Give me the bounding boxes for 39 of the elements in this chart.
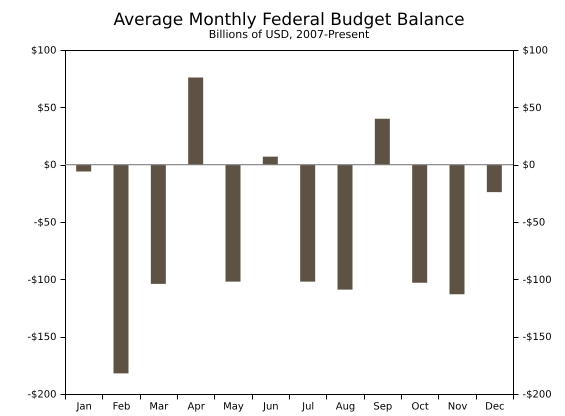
- x-tick-label: Nov: [448, 402, 468, 412]
- x-tick-label: Mar: [149, 402, 170, 412]
- y2-tick-label: -$150: [522, 332, 552, 344]
- bar: [412, 164, 428, 283]
- bar: [338, 164, 352, 290]
- x-tick-label: Apr: [188, 402, 206, 412]
- x-tick-label: Jan: [75, 402, 92, 412]
- x-tick-label: Jun: [262, 402, 279, 412]
- bar: [300, 164, 316, 282]
- y2-tick-label: -$100: [522, 274, 552, 286]
- bar: [486, 164, 502, 192]
- bar: [188, 78, 204, 165]
- x-tick-label: Jul: [301, 402, 314, 412]
- bar: [226, 164, 240, 282]
- y2-tick-label: -$200: [522, 390, 552, 400]
- y2-tick-label: $50: [522, 102, 542, 114]
- bar: [374, 118, 390, 165]
- bar: [150, 164, 166, 284]
- y2-tick-label: $0: [522, 160, 536, 172]
- y-tick-label: -$50: [34, 218, 56, 228]
- chart-subtitle: Billions of USD, 2007-Present: [208, 28, 370, 41]
- x-tick-label: Aug: [336, 402, 356, 412]
- y2-tick-label: $100: [522, 46, 548, 56]
- x-tick-label: Oct: [412, 402, 429, 412]
- x-tick-label: Dec: [485, 402, 505, 412]
- bar: [262, 156, 278, 165]
- y-tick-label: $100: [31, 46, 56, 56]
- y2-tick-label: -$50: [522, 218, 546, 228]
- bar: [450, 164, 464, 294]
- x-tick-label: May: [223, 402, 244, 412]
- chart-title: Average Monthly Federal Budget Balance: [113, 10, 465, 30]
- x-tick-label: Feb: [112, 402, 130, 412]
- bar: [114, 164, 128, 374]
- y-tick-label: $0: [44, 160, 56, 172]
- y-tick-label: -$100: [27, 274, 56, 286]
- y-tick-label: -$150: [27, 332, 56, 344]
- x-tick-label: Sep: [373, 402, 392, 412]
- y-tick-label: $50: [37, 102, 56, 114]
- y-tick-label: -$200: [27, 390, 56, 400]
